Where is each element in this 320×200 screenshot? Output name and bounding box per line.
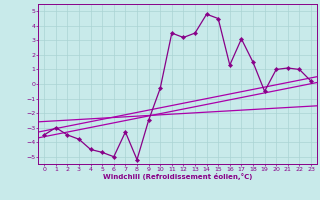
X-axis label: Windchill (Refroidissement éolien,°C): Windchill (Refroidissement éolien,°C): [103, 173, 252, 180]
